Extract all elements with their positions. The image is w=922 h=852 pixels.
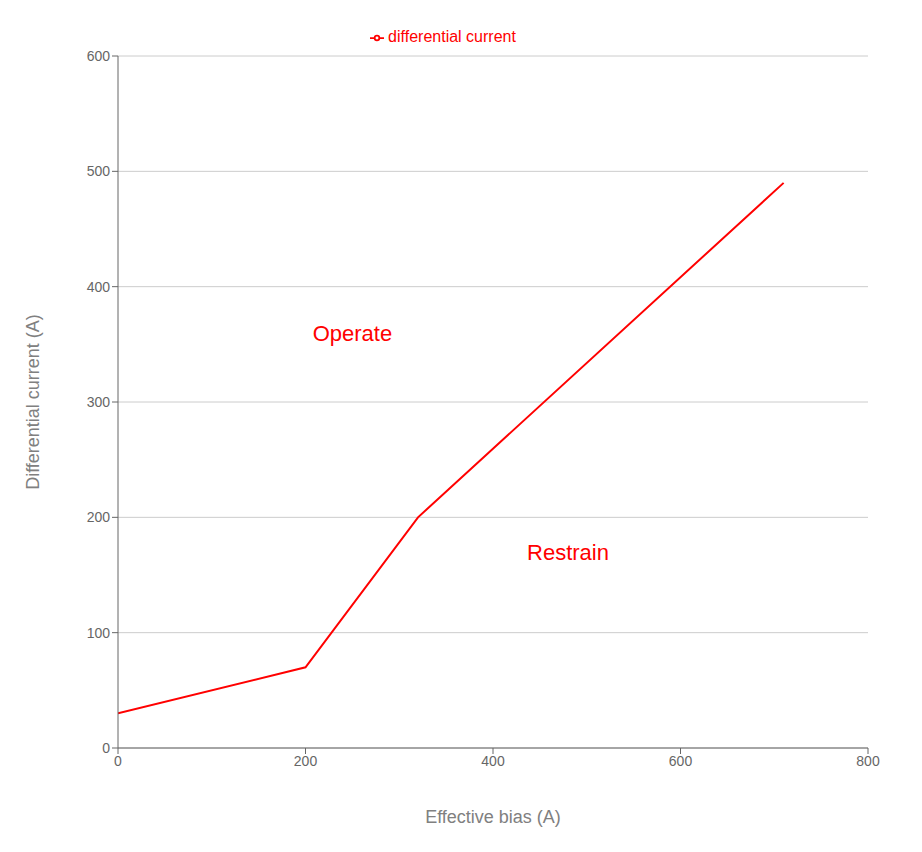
svg-text:300: 300 [87,394,111,410]
svg-text:Operate: Operate [313,321,393,346]
svg-text:600: 600 [669,753,693,769]
svg-text:0: 0 [114,753,122,769]
html-text:differential current: differential current [388,28,516,45]
svg-text:0: 0 [102,740,110,756]
svg-text:800: 800 [856,753,880,769]
svg-text:100: 100 [87,625,111,641]
svg-text:600: 600 [87,48,111,64]
svg-text:400: 400 [87,279,111,295]
svg-text:500: 500 [87,163,111,179]
svg-text:400: 400 [481,753,505,769]
svg-text:Effective bias (A): Effective bias (A) [425,807,561,827]
svg-text:Differential current (A): Differential current (A) [23,314,43,490]
svg-text:200: 200 [87,509,111,525]
svg-text:200: 200 [294,753,318,769]
svg-text:Restrain: Restrain [527,540,609,565]
